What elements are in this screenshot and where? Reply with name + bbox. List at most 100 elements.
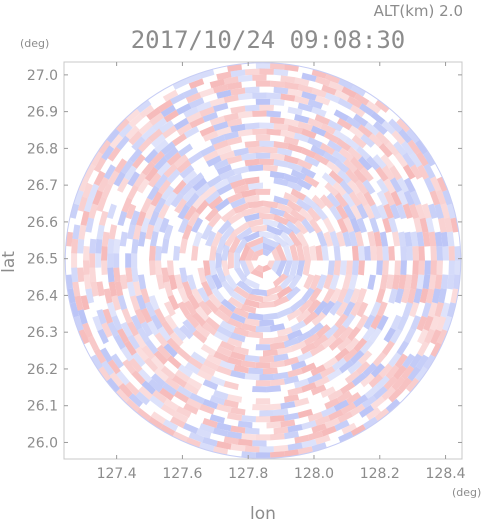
radar-bin <box>233 165 249 175</box>
radar-bin <box>294 434 310 444</box>
radar-bin <box>237 420 253 429</box>
radar-bin <box>213 330 230 343</box>
radar-bin <box>374 99 390 113</box>
radar-bin <box>136 99 152 113</box>
radar-bin <box>434 203 444 219</box>
radar-bin <box>444 217 453 233</box>
radar-bin <box>183 300 197 316</box>
radar-bin <box>234 237 248 254</box>
radar-bin <box>150 314 163 330</box>
radar-bin <box>206 354 222 366</box>
radar-bin <box>153 156 168 171</box>
radar-bin <box>119 231 128 247</box>
radar-bin <box>266 224 284 236</box>
radar-bin <box>294 397 310 407</box>
radar-bin <box>133 333 147 349</box>
radar-bin <box>118 123 133 138</box>
radar-bin <box>72 224 81 240</box>
radar-bin <box>144 301 156 317</box>
radar-bin <box>131 153 146 169</box>
radar-bin <box>389 203 401 220</box>
radar-bin <box>239 260 251 278</box>
radar-bin <box>300 342 317 355</box>
radar-bin <box>273 371 289 380</box>
radar-bin <box>313 205 328 221</box>
radar-bin <box>423 328 436 344</box>
radar-bin <box>221 260 230 277</box>
radar-bin <box>290 320 307 333</box>
radar-bin <box>185 92 202 104</box>
radar-bin <box>89 253 96 268</box>
radar-bin <box>203 359 219 371</box>
radar-bin <box>77 238 85 254</box>
radar-bin <box>283 192 299 204</box>
radar-bin <box>93 170 106 186</box>
radar-bin <box>163 224 174 240</box>
radar-bin <box>163 281 174 297</box>
radar-bin <box>296 309 312 323</box>
radar-bin <box>201 281 213 297</box>
radar-bin <box>214 309 230 323</box>
radar-bin <box>255 434 271 441</box>
radar-bin <box>182 224 193 240</box>
radar-bin <box>204 299 219 314</box>
radar-bin <box>97 328 109 345</box>
radar-bin <box>113 238 121 254</box>
radar-bin <box>287 386 303 397</box>
radar-bin <box>321 300 336 316</box>
radar-bin <box>244 176 260 185</box>
radar-bin <box>250 269 263 279</box>
radar-bin <box>435 189 447 205</box>
radar-bin <box>127 184 139 200</box>
radar-bin <box>209 78 225 89</box>
radar-bin <box>269 341 286 351</box>
radar-bin <box>434 274 443 290</box>
radar-bin <box>327 368 343 382</box>
radar-bin <box>233 327 249 337</box>
radar-bin <box>273 273 289 288</box>
radar-bin <box>216 365 232 376</box>
radar-bin <box>259 68 274 75</box>
radar-bin <box>328 80 344 92</box>
radar-bin <box>161 267 170 283</box>
radar-bin <box>255 398 271 405</box>
radar-bin <box>204 207 219 222</box>
radar-bin <box>202 111 218 123</box>
radar-bin <box>233 184 249 194</box>
radar-bin <box>388 217 398 233</box>
radar-bin <box>197 287 210 303</box>
radar-bin <box>454 246 461 261</box>
radar-bin <box>192 177 208 192</box>
radar-bin <box>239 243 251 261</box>
radar-bin <box>394 260 401 276</box>
radar-bin <box>294 95 310 105</box>
radar-bin <box>244 194 260 203</box>
radar-bin <box>351 134 367 149</box>
radar-bin <box>370 204 382 220</box>
radar-bin <box>130 314 143 331</box>
radar-bin <box>386 274 395 290</box>
radar-bin <box>309 287 322 303</box>
radar-bin <box>358 350 373 365</box>
radar-bin <box>138 368 153 384</box>
radar-bin <box>301 72 317 82</box>
radar-bin <box>333 245 341 261</box>
radar-bin <box>106 128 120 144</box>
radar-bin <box>287 180 303 192</box>
radar-bin <box>192 194 207 209</box>
radar-bin <box>233 364 249 374</box>
radar-bin <box>146 107 162 121</box>
radar-bin <box>342 192 356 208</box>
radar-bin <box>273 159 289 168</box>
radar-bin <box>224 274 238 291</box>
radar-bin <box>244 104 260 112</box>
radar-bin <box>398 377 413 393</box>
radar-bin <box>440 203 451 219</box>
radar-bin <box>409 203 420 219</box>
radar-bin <box>144 357 159 373</box>
radar-bin <box>310 144 326 157</box>
radar-bin <box>230 291 247 305</box>
radar-bin <box>334 313 349 329</box>
radar-bin <box>334 347 350 362</box>
radar-bin <box>375 166 389 182</box>
